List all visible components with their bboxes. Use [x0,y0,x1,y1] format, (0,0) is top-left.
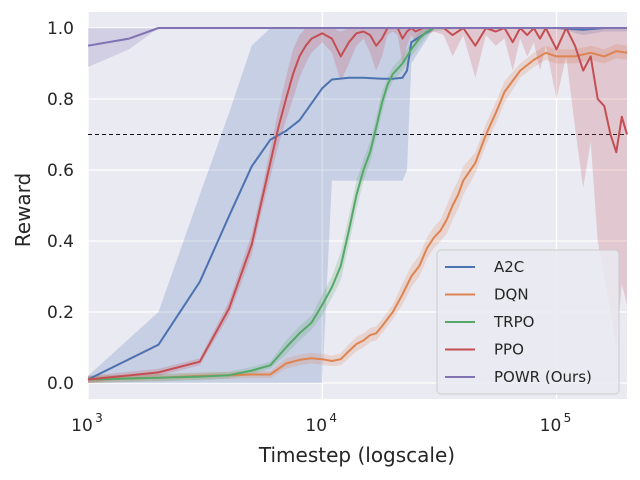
legend-label: POWR (Ours) [494,368,592,386]
confidence-bands [88,28,627,383]
series-lines [87,27,628,381]
powr-ours-band [88,28,627,67]
x-tick-label: 10 3 [71,411,103,436]
y-tick-label: 0.0 [47,374,74,394]
dqn-line [87,50,628,381]
a2c-band [88,28,627,383]
legend-item-trpo: TRPO [445,313,534,331]
x-tick-labels: 10 3 10 4 10 5 [71,411,571,436]
legend-label: TRPO [493,313,534,331]
legend-item-a2c: A2C [445,258,524,276]
y-tick-labels: 0.0 0.2 0.4 0.6 0.8 1.0 [47,19,74,394]
x-tick-exponent: 4 [329,411,337,425]
legend-label: DQN [494,286,529,304]
ppo-band [88,28,627,383]
dqn-band [88,44,627,383]
x-tick-base: 10 [540,416,562,436]
x-tick-base: 10 [305,416,327,436]
x-tick-exponent: 5 [564,411,572,425]
legend-label: A2C [494,258,524,276]
powr-ours-line [87,27,627,47]
y-axis-label: Reward [11,173,35,247]
y-tick-label: 0.2 [47,303,74,323]
legend: A2C DQN TRPO PPO POWR (Ours) [436,249,620,395]
x-tick-exponent: 3 [95,411,103,425]
x-tick-label: 10 4 [305,411,337,436]
trpo-line [87,27,627,381]
y-tick-label: 0.8 [47,90,74,110]
legend-item-ppo: PPO [445,341,524,359]
legend-item-dqn: DQN [445,286,529,304]
y-tick-label: 1.0 [47,19,74,39]
y-tick-label: 0.6 [47,161,74,181]
legend-item-powr-ours: POWR (Ours) [445,368,592,386]
legend-box [436,249,620,395]
x-tick-label: 10 5 [540,411,572,436]
y-tick-label: 0.4 [47,232,74,252]
x-tick-base: 10 [71,416,93,436]
legend-label: PPO [494,341,524,359]
x-axis-label: Timestep (logscale) [258,443,455,467]
